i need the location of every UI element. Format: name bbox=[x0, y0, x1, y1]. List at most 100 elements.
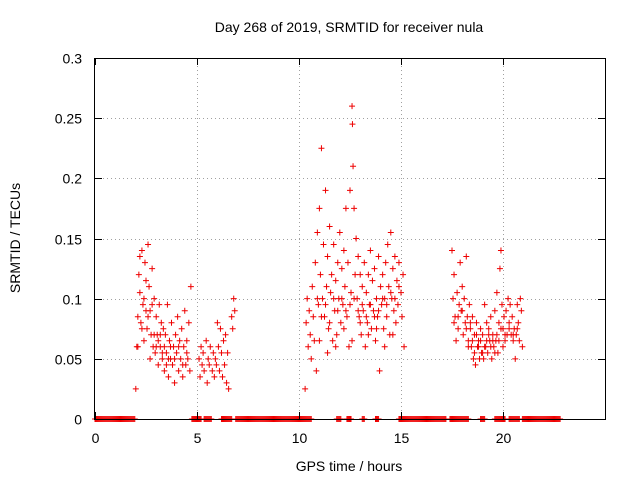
data-point bbox=[362, 343, 369, 350]
data-point bbox=[507, 301, 514, 308]
data-point bbox=[347, 187, 353, 194]
data-point bbox=[385, 283, 392, 290]
data-point bbox=[365, 331, 372, 338]
data-point bbox=[144, 325, 151, 332]
data-point bbox=[498, 301, 505, 308]
data-point bbox=[340, 325, 347, 332]
x-tick-label: 0 bbox=[92, 430, 100, 446]
data-point bbox=[463, 253, 470, 260]
data-point bbox=[183, 349, 190, 356]
data-point bbox=[470, 355, 477, 362]
data-point bbox=[376, 367, 383, 374]
data-point bbox=[157, 331, 164, 338]
data-point bbox=[352, 271, 359, 278]
data-point bbox=[138, 247, 145, 254]
data-point bbox=[497, 325, 504, 332]
data-point bbox=[135, 271, 142, 278]
data-point bbox=[517, 295, 524, 302]
data-point bbox=[224, 349, 231, 356]
data-point bbox=[462, 319, 469, 326]
y-tick-label: 0.15 bbox=[55, 232, 82, 248]
data-point bbox=[378, 301, 385, 308]
data-point bbox=[302, 385, 309, 392]
data-point bbox=[477, 337, 484, 344]
data-point bbox=[471, 349, 478, 356]
data-point bbox=[307, 331, 314, 338]
data-point bbox=[488, 355, 495, 362]
data-point bbox=[205, 355, 212, 362]
data-point bbox=[155, 337, 162, 344]
data-point bbox=[173, 349, 180, 356]
data-point bbox=[220, 337, 227, 344]
data-point bbox=[355, 253, 362, 260]
data-point bbox=[493, 289, 500, 296]
data-point bbox=[342, 205, 349, 212]
data-point bbox=[399, 313, 406, 320]
data-point bbox=[201, 367, 208, 374]
data-point bbox=[200, 349, 207, 356]
x-tick-label: 15 bbox=[394, 430, 410, 446]
data-point bbox=[509, 313, 516, 320]
data-point bbox=[152, 349, 159, 356]
data-point bbox=[472, 361, 479, 368]
data-point bbox=[333, 331, 340, 338]
data-point bbox=[324, 253, 331, 260]
data-point bbox=[177, 355, 184, 362]
data-point bbox=[382, 259, 389, 266]
data-point bbox=[161, 367, 168, 374]
data-point bbox=[375, 307, 382, 314]
data-point bbox=[183, 337, 190, 344]
data-point bbox=[199, 361, 206, 368]
data-point bbox=[211, 373, 218, 380]
data-point bbox=[514, 301, 521, 308]
data-point bbox=[225, 385, 232, 392]
data-point bbox=[380, 325, 387, 332]
data-point bbox=[305, 343, 312, 350]
data-point bbox=[344, 259, 351, 266]
data-point bbox=[451, 271, 458, 278]
data-point bbox=[324, 349, 331, 356]
data-point bbox=[506, 325, 513, 332]
data-point bbox=[145, 313, 152, 320]
data-point bbox=[495, 319, 502, 326]
data-point bbox=[206, 361, 213, 368]
data-point bbox=[336, 229, 343, 236]
data-point bbox=[311, 337, 318, 344]
data-point bbox=[318, 145, 325, 152]
y-tick-label: 0.2 bbox=[63, 171, 83, 187]
data-point bbox=[171, 355, 178, 362]
data-point bbox=[155, 361, 162, 368]
data-point bbox=[330, 295, 337, 302]
data-point bbox=[219, 373, 226, 380]
data-point bbox=[481, 301, 488, 308]
data-point bbox=[495, 337, 502, 344]
data-point bbox=[181, 307, 188, 314]
data-point bbox=[463, 325, 470, 332]
x-tick-label: 10 bbox=[292, 430, 308, 446]
data-point bbox=[339, 301, 346, 308]
data-point bbox=[387, 229, 394, 236]
data-point bbox=[455, 325, 462, 332]
data-point bbox=[151, 331, 158, 338]
data-point bbox=[400, 271, 407, 278]
data-point bbox=[393, 277, 400, 284]
data-point bbox=[401, 343, 408, 350]
data-point bbox=[340, 247, 347, 254]
data-point bbox=[328, 271, 335, 278]
data-point bbox=[466, 301, 473, 308]
data-point bbox=[353, 235, 360, 242]
data-point bbox=[496, 265, 503, 272]
data-point bbox=[223, 379, 230, 386]
data-point bbox=[487, 343, 494, 350]
data-point bbox=[329, 337, 336, 344]
data-point bbox=[355, 307, 362, 314]
data-point bbox=[322, 301, 329, 308]
data-point bbox=[350, 163, 357, 170]
data-point bbox=[512, 355, 519, 362]
data-point bbox=[337, 319, 344, 326]
data-point bbox=[314, 229, 321, 236]
data-point bbox=[370, 307, 377, 314]
data-point bbox=[163, 361, 170, 368]
data-point bbox=[459, 283, 466, 290]
data-point bbox=[317, 271, 324, 278]
